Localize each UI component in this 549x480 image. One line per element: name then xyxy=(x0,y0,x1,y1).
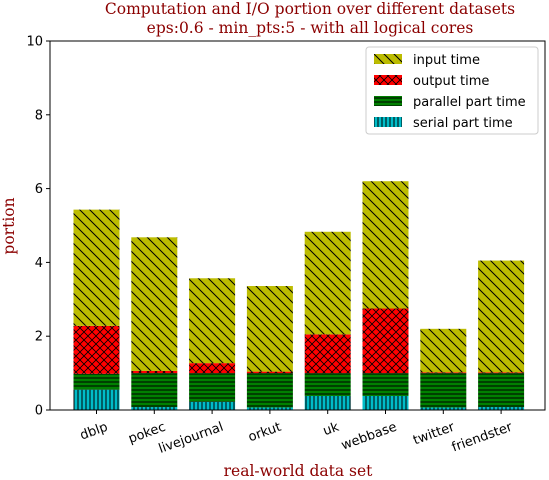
x-axis-label: real-world data set xyxy=(224,462,374,480)
bar-webbase-serial-part-time xyxy=(362,395,409,410)
bar-twitter-parallel-part-time xyxy=(420,373,467,408)
bar-pokec-parallel-part-time xyxy=(131,373,178,408)
legend-swatch-serial-part-time xyxy=(374,117,402,127)
chart-title-line2: eps:0.6 - min_pts:5 - with all logical c… xyxy=(147,19,474,37)
x-tick-label-livejournal: livejournal xyxy=(157,420,226,457)
y-ticks: 0 2 4 6 8 10 xyxy=(26,35,50,419)
legend-label-input-time: input time xyxy=(413,53,480,68)
legend-label-output-time: output time xyxy=(413,74,489,89)
x-tick-label-uk: uk xyxy=(321,420,341,440)
axes-frame xyxy=(49,40,546,411)
x-tick-label-orkut: orkut xyxy=(246,420,283,446)
y-tick-label: 6 xyxy=(35,182,43,197)
y-tick-label: 8 xyxy=(35,108,43,123)
bar-orkut-parallel-part-time xyxy=(246,373,293,408)
legend-swatch-parallel-part-time xyxy=(374,96,402,106)
bar-dblp-parallel-part-time xyxy=(73,373,120,390)
bar-pokec-input-time xyxy=(131,237,178,371)
bar-friendster-serial-part-time xyxy=(478,407,525,410)
bar-uk-input-time xyxy=(304,231,351,335)
legend-label-serial-part-time: serial part time xyxy=(413,116,513,131)
bar-livejournal-serial-part-time xyxy=(189,401,236,410)
bar-orkut-serial-part-time xyxy=(246,407,293,410)
bar-friendster-output-time xyxy=(478,372,525,374)
bar-livejournal-parallel-part-time xyxy=(189,373,236,402)
legend-box xyxy=(365,46,539,135)
y-tick-label: 4 xyxy=(35,256,43,271)
bar-uk-output-time xyxy=(304,334,351,374)
x-tick-label-dblp: dblp xyxy=(78,420,110,444)
bar-twitter-input-time xyxy=(420,328,467,373)
x-tick-label-friendster: friendster xyxy=(450,419,515,455)
bar-orkut-output-time xyxy=(246,371,293,374)
x-tick-label-webbase: webbase xyxy=(339,420,399,454)
bar-webbase-output-time xyxy=(362,308,409,374)
y-tick-label: 2 xyxy=(35,330,43,345)
bar-webbase-input-time xyxy=(362,181,409,309)
legend-swatch-input-time xyxy=(374,54,402,64)
bar-twitter-serial-part-time xyxy=(420,407,467,410)
bar-dblp-input-time xyxy=(73,209,120,326)
chart-title-line1: Computation and I/O portion over differe… xyxy=(105,0,515,18)
legend-swatch-output-time xyxy=(374,75,402,85)
bar-pokec-output-time xyxy=(131,370,178,374)
y-axis-label: portion xyxy=(0,197,18,254)
bar-twitter-output-time xyxy=(420,372,467,374)
bars-group xyxy=(73,181,525,410)
bar-uk-serial-part-time xyxy=(304,395,351,410)
y-tick-label: 10 xyxy=(26,35,43,50)
bar-livejournal-input-time xyxy=(189,278,236,364)
legend-items: input time output time parallel part time s… xyxy=(374,53,526,131)
bar-livejournal-output-time xyxy=(189,363,236,374)
bar-webbase-parallel-part-time xyxy=(362,373,409,396)
legend: input time output time parallel part time s… xyxy=(365,46,539,135)
legend-label-parallel-part-time: parallel part time xyxy=(413,95,526,110)
bar-friendster-parallel-part-time xyxy=(478,373,525,408)
y-tick-label: 0 xyxy=(35,404,43,419)
bar-dblp-output-time xyxy=(73,325,120,374)
bar-pokec-serial-part-time xyxy=(131,407,178,410)
bar-uk-parallel-part-time xyxy=(304,373,351,396)
bar-dblp-serial-part-time xyxy=(73,389,120,410)
bar-friendster-input-time xyxy=(478,260,525,373)
bar-orkut-input-time xyxy=(246,286,293,372)
